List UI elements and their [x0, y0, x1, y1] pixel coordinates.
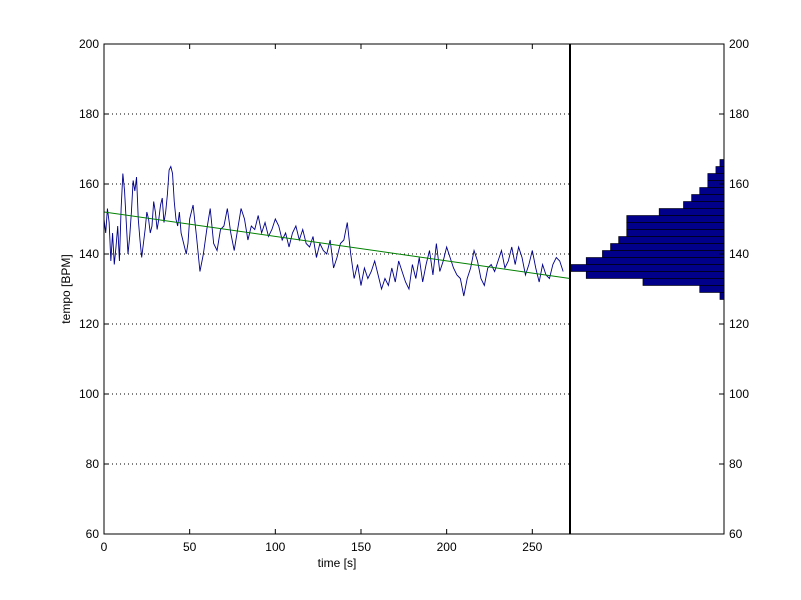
- histogram-bar: [719, 159, 725, 167]
- histogram-bar: [642, 278, 725, 286]
- x-tick-label: 0: [101, 540, 108, 554]
- hist-y-tick-label: 140: [729, 247, 749, 261]
- histogram-bar: [715, 166, 725, 174]
- hist-y-tick-label: 120: [729, 317, 749, 331]
- histogram-ticks: 60 80 100 120 140 160 180 200: [719, 37, 749, 541]
- hist-y-tick-label: 100: [729, 387, 749, 401]
- histogram-bar: [618, 236, 725, 244]
- histogram-bar: [602, 250, 725, 258]
- histogram-bar: [707, 173, 725, 181]
- hist-y-tick-label: 160: [729, 177, 749, 191]
- y-tick-label: 100: [79, 387, 99, 401]
- y-tick-label: 160: [79, 177, 99, 191]
- hist-y-tick-label: 80: [729, 457, 743, 471]
- histogram-bar: [699, 285, 725, 293]
- histogram-bar: [626, 215, 725, 223]
- histogram-bar: [585, 257, 725, 265]
- y-tick-label: 60: [86, 527, 100, 541]
- histogram-bar: [585, 271, 725, 279]
- x-tick-label: 200: [437, 540, 457, 554]
- histogram-bar: [569, 264, 725, 272]
- histogram-bar: [626, 222, 725, 230]
- histogram-bar: [719, 292, 725, 300]
- x-axis-label: time [s]: [318, 556, 357, 570]
- hist-y-tick-label: 60: [729, 527, 743, 541]
- y-tick-label: 80: [86, 457, 100, 471]
- y-axis-label: tempo [BPM]: [59, 254, 73, 323]
- histogram-bars: [569, 159, 725, 300]
- main-plot-frame: [103, 43, 571, 535]
- x-tick-label: 50: [183, 540, 197, 554]
- main-series: [103, 165, 571, 297]
- main-grid: [104, 113, 570, 465]
- histogram-bar: [699, 187, 725, 195]
- hist-y-tick-label: 200: [729, 37, 749, 51]
- histogram-bar: [610, 243, 725, 251]
- y-tick-label: 140: [79, 247, 99, 261]
- main-axes: 0 50 100 150 200 250 60 80 100 120 140 160 180 200 ti…: [59, 37, 571, 570]
- main-ticks: 0 50 100 150 200 250 60 80 100 120 140 160 180 200: [79, 37, 543, 554]
- trend-line: [103, 211, 571, 279]
- x-tick-label: 250: [522, 540, 542, 554]
- histogram-axes: 60 80 100 120 140 160 180 200: [569, 37, 749, 541]
- y-tick-label: 180: [79, 107, 99, 121]
- histogram-bar: [691, 194, 725, 202]
- histogram-bar: [626, 229, 725, 237]
- hist-y-tick-label: 180: [729, 107, 749, 121]
- tempo-series-line: [103, 165, 564, 297]
- x-tick-label: 100: [265, 540, 285, 554]
- y-tick-label: 200: [79, 37, 99, 51]
- x-tick-label: 150: [351, 540, 371, 554]
- histogram-bar: [658, 208, 725, 216]
- histogram-bar: [683, 201, 725, 209]
- y-tick-label: 120: [79, 317, 99, 331]
